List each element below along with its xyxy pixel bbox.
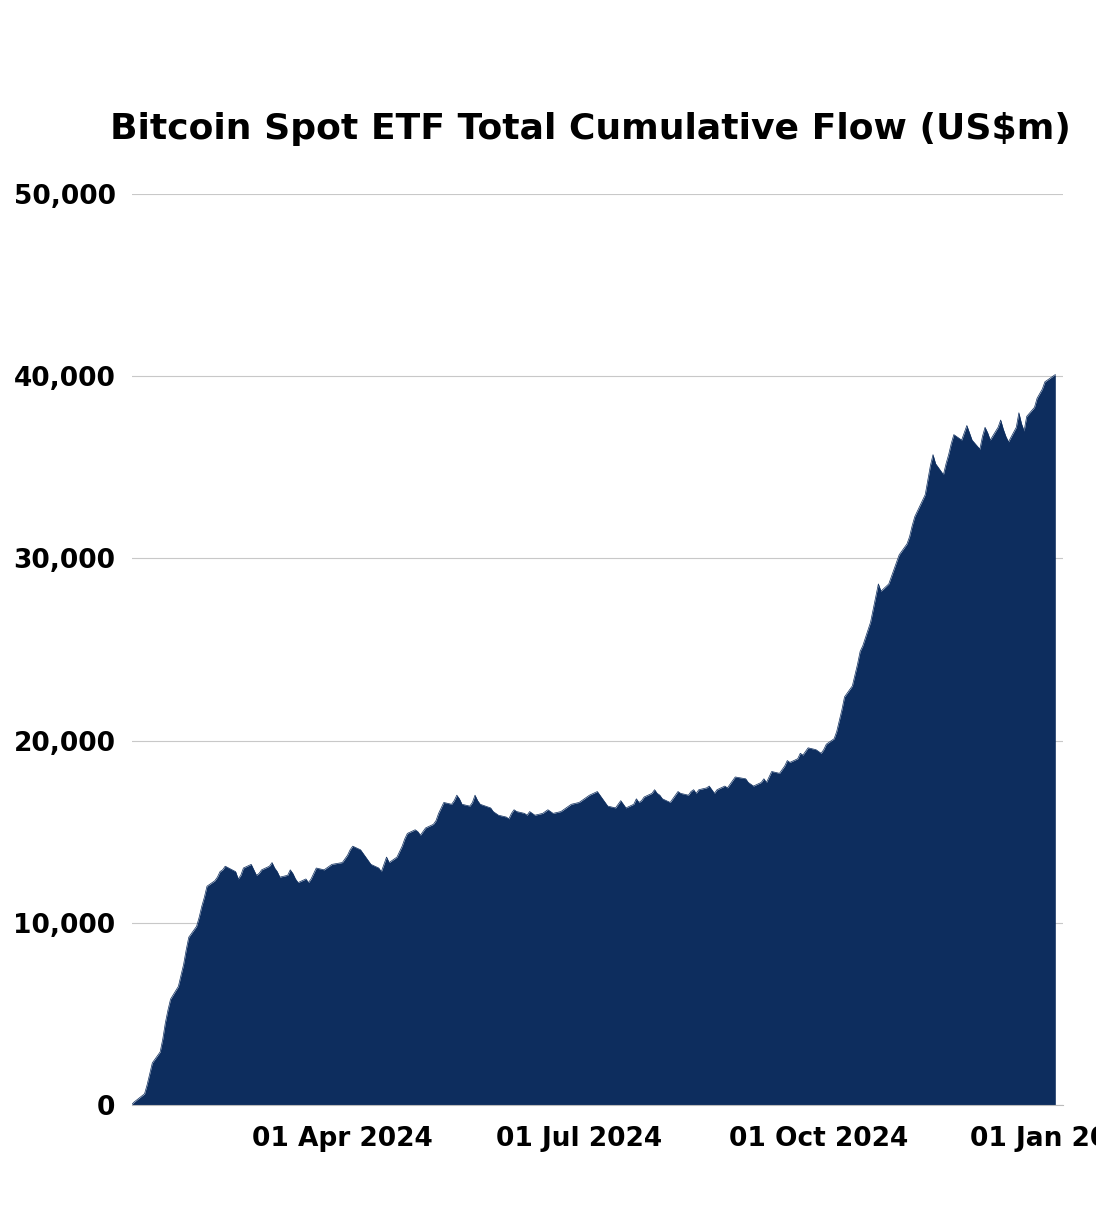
Text: Bitcoin Spot ETF Total Cumulative Flow (US$m): Bitcoin Spot ETF Total Cumulative Flow (… — [110, 112, 1071, 146]
